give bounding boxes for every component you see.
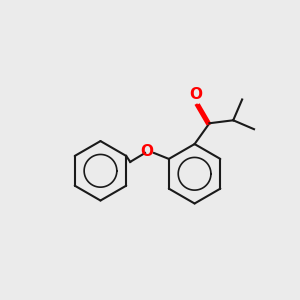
Text: O: O	[140, 144, 153, 159]
Text: O: O	[190, 87, 202, 102]
